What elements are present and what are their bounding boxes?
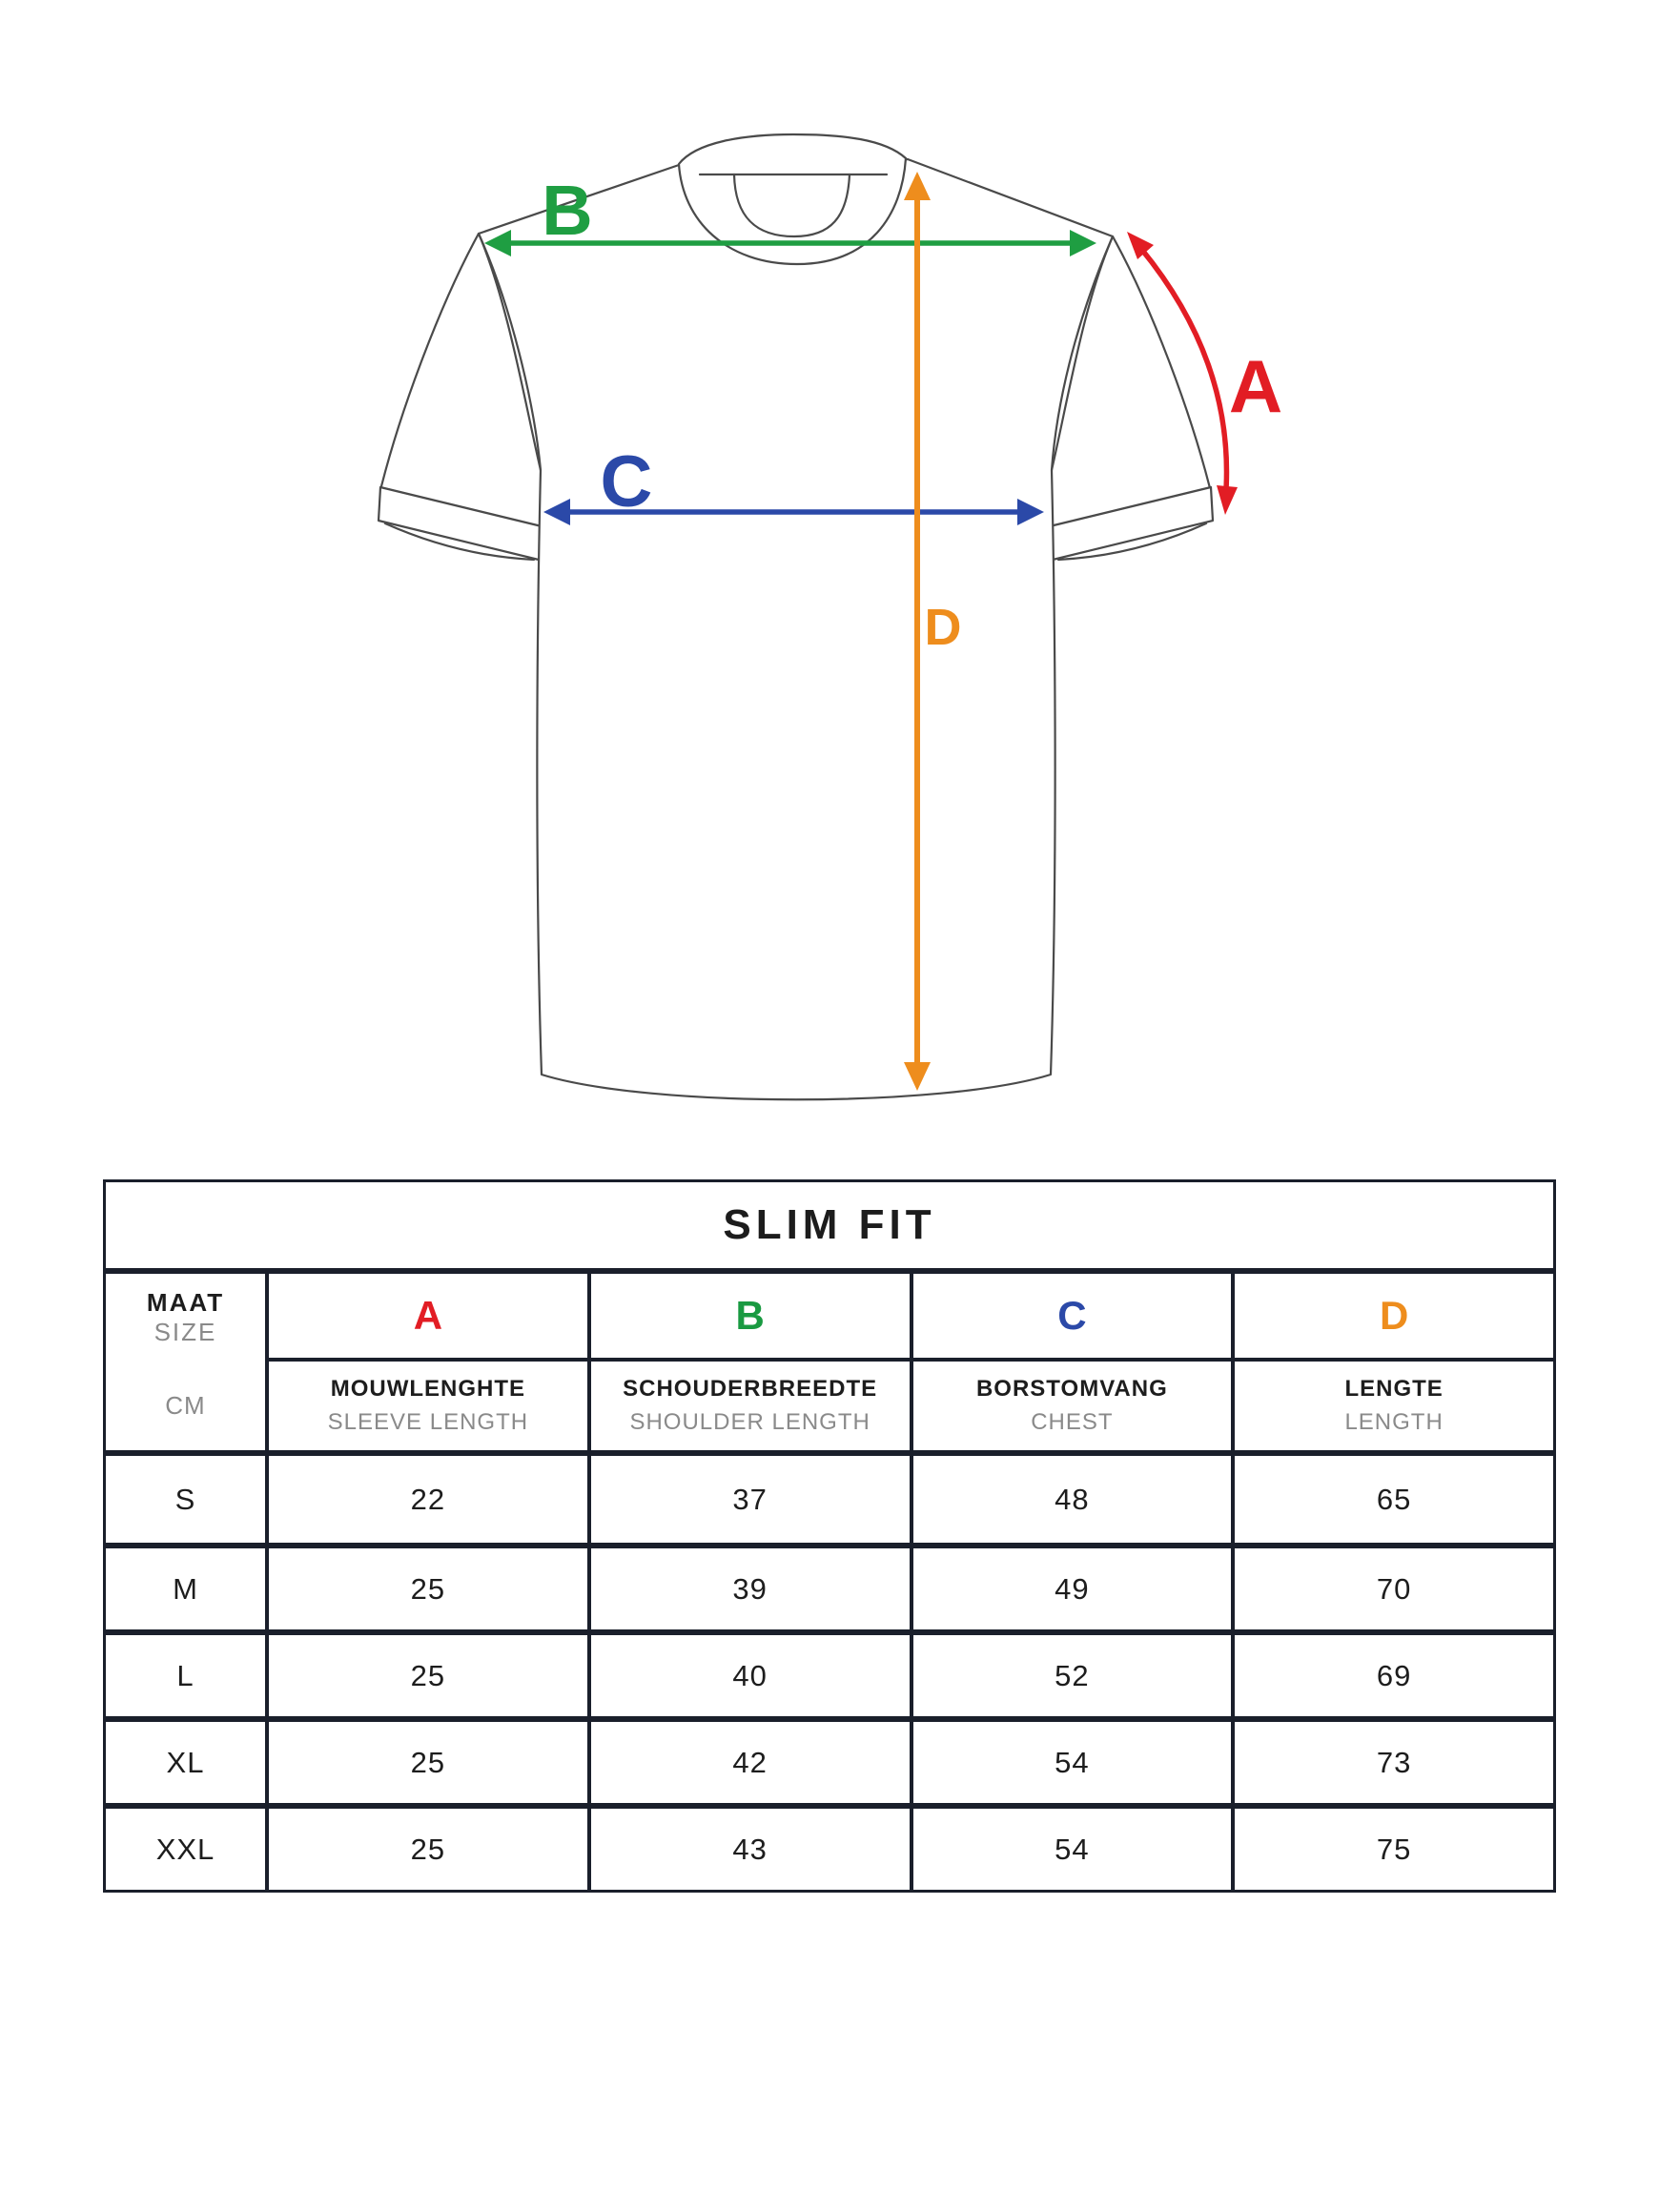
value-cell: 49	[909, 1548, 1232, 1629]
value-cell: 70	[1231, 1548, 1553, 1629]
label-a: A	[1229, 344, 1282, 428]
value-cell: 73	[1231, 1722, 1553, 1803]
size-label: XXL	[155, 1832, 215, 1866]
value-cell: 75	[1231, 1809, 1553, 1890]
value-cell: 25	[265, 1722, 587, 1803]
value-cell: 40	[586, 1635, 910, 1716]
size-label: M	[173, 1571, 198, 1606]
tshirt-measurement-diagram: B C D A	[377, 133, 1282, 1101]
size-table-header: MAAT SIZE CM A B C D MOUWLENGHTE SLEEVE …	[106, 1274, 1553, 1456]
size-table-body: S 22 37 48 65 M 25 39 49 70 L 25 40 52 6…	[106, 1456, 1553, 1890]
arrowhead-right	[1070, 230, 1096, 256]
value-cell: 42	[586, 1722, 910, 1803]
column-name-a: MOUWLENGHTE SLEEVE LENGTH	[265, 1362, 587, 1450]
value-cell: 54	[909, 1809, 1232, 1890]
size-label: L	[176, 1658, 195, 1692]
unit-header-cm: CM	[165, 1391, 206, 1420]
unit-header-size: SIZE	[154, 1318, 217, 1346]
value-cell: 25	[265, 1809, 587, 1890]
table-row-s: S 22 37 48 65	[106, 1456, 1553, 1543]
value-cell: 43	[586, 1809, 910, 1890]
table-row-m: M 25 39 49 70	[106, 1543, 1553, 1629]
shoulder-width-arrow	[484, 230, 1096, 256]
sleeve-length-arrow	[1127, 232, 1238, 515]
value-cell: 25	[265, 1635, 587, 1716]
length-arrow	[904, 172, 931, 1091]
column-letter-b: B	[586, 1274, 910, 1362]
value-cell: 65	[1231, 1456, 1553, 1543]
column-name-d: LENGTE LENGTH	[1231, 1362, 1553, 1450]
value-cell: 69	[1231, 1635, 1553, 1716]
value-cell: 52	[909, 1635, 1232, 1716]
value-cell: 54	[909, 1722, 1232, 1803]
tshirt-right-cuff-fold	[1056, 522, 1208, 562]
value-cell: 37	[586, 1456, 910, 1543]
value-cell: 48	[909, 1456, 1232, 1543]
label-b: B	[542, 171, 592, 250]
column-name-c: BORSTOMVANG CHEST	[909, 1362, 1232, 1450]
table-row-xl: XL 25 42 54 73	[106, 1716, 1553, 1803]
arrowhead-down	[904, 1062, 931, 1091]
size-label: S	[174, 1482, 196, 1516]
tshirt-left-cuff-fold	[383, 522, 536, 562]
arrowhead-left	[484, 230, 511, 256]
value-cell: 22	[265, 1456, 587, 1543]
chest-width-arrow	[543, 499, 1044, 525]
unit-header-cell: MAAT SIZE CM	[106, 1274, 265, 1450]
column-letter-d: D	[1231, 1274, 1553, 1362]
size-table-title: SLIM FIT	[106, 1182, 1553, 1274]
size-table: SLIM FIT MAAT SIZE CM A B C D MOUWLENGHT…	[103, 1179, 1556, 1893]
column-letter-a: A	[265, 1274, 587, 1362]
column-letter-c: C	[909, 1274, 1232, 1362]
tshirt-collar-front-band	[732, 173, 851, 238]
arrowhead-right	[1017, 499, 1044, 525]
label-d: D	[925, 599, 962, 656]
arrowhead-left	[543, 499, 570, 525]
label-c: C	[601, 441, 653, 522]
value-cell: 25	[265, 1548, 587, 1629]
arrowhead-down	[1217, 485, 1238, 515]
tshirt-torso	[477, 157, 1115, 1101]
arrowhead-up	[904, 172, 931, 200]
value-cell: 39	[586, 1548, 910, 1629]
size-label: XL	[166, 1745, 205, 1779]
column-name-b: SCHOUDERBREEDTE SHOULDER LENGTH	[586, 1362, 910, 1450]
arrowhead-up	[1127, 232, 1154, 259]
table-row-l: L 25 40 52 69	[106, 1629, 1553, 1716]
table-row-xxl: XXL 25 43 54 75	[106, 1803, 1553, 1890]
tshirt-collar-outer	[677, 133, 908, 266]
unit-header-maat: MAAT	[146, 1287, 225, 1317]
